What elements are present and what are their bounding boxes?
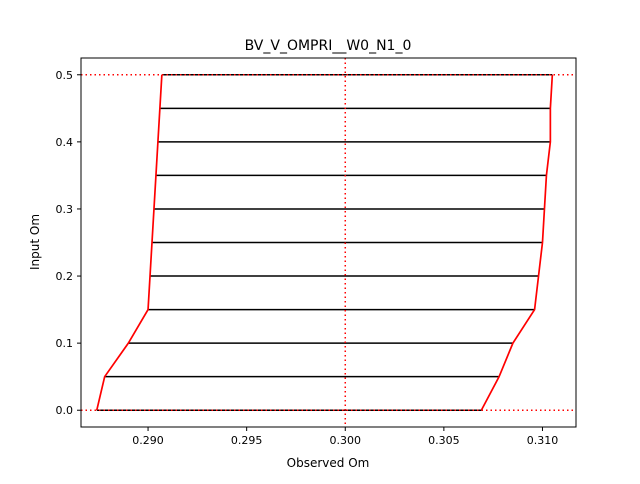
- plot-frame: [80, 57, 577, 428]
- x-tick-label: 0.300: [330, 434, 362, 447]
- x-tick-label: 0.295: [231, 434, 263, 447]
- axes: 0.290 0.295 0.300 0.305 0.310 0.0 0.1 0.2 0.3 0.4…: [56, 57, 577, 447]
- y-tick-label: 0.5: [56, 69, 74, 82]
- y-tick-label: 0.2: [56, 270, 74, 283]
- plot-area: [81, 58, 576, 427]
- y-tick-label: 0.4: [56, 136, 74, 149]
- chart-title: BV_V_OMPRI__W0_N1_0: [245, 38, 412, 54]
- y-axis-label: Input Om: [28, 214, 42, 270]
- y-tick-label: 0.0: [56, 404, 74, 417]
- x-tick-label: 0.290: [132, 434, 164, 447]
- y-tick-label: 0.1: [56, 337, 74, 350]
- series-line-lower-envelope: [95, 74, 163, 411]
- series-line-upper-envelope: [480, 74, 554, 411]
- x-tick-label: 0.305: [428, 434, 460, 447]
- y-tick-label: 0.3: [56, 203, 74, 216]
- x-axis-label: Observed Om: [287, 456, 370, 470]
- x-tick-label: 0.310: [527, 434, 559, 447]
